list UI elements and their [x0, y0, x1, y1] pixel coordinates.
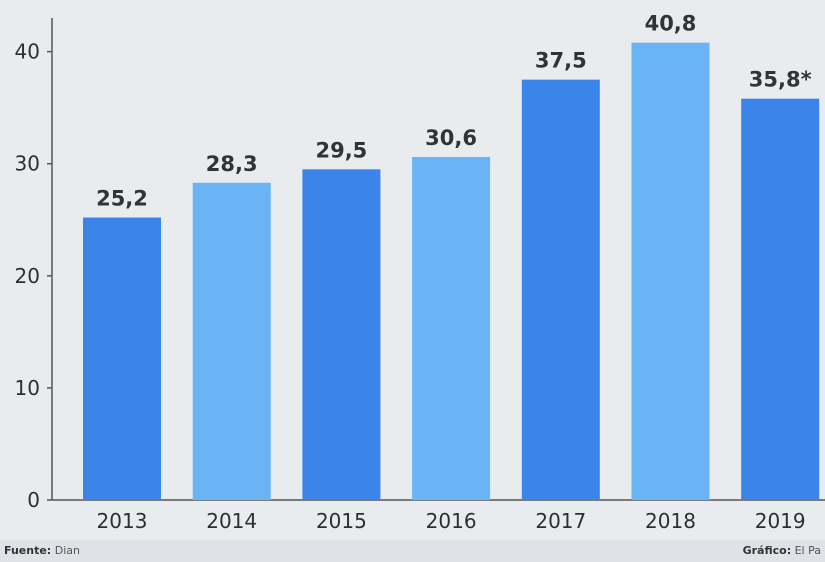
- bar-2017: [521, 79, 600, 501]
- credit-label: Gráfico:: [742, 544, 792, 557]
- y-tick-label: 40: [15, 40, 40, 64]
- x-tick-label-2016: 2016: [426, 509, 477, 533]
- x-axis-labels: 2013 2014 2015 2016 2017 2018 2019: [97, 509, 806, 533]
- source-note: Fuente: Dian: [4, 544, 80, 557]
- x-tick-label-2015: 2015: [316, 509, 367, 533]
- value-label-2017: 37,5: [535, 49, 587, 73]
- value-labels: 25,2 28,3 29,5 30,6 37,5 40,8 35,8*: [96, 12, 812, 211]
- bar-2019: [741, 98, 820, 501]
- bar-2013: [83, 217, 161, 500]
- bar-2014: [192, 182, 271, 501]
- x-tick-label-2013: 2013: [97, 509, 148, 533]
- x-tick-label-2014: 2014: [206, 509, 257, 533]
- value-label-2016: 30,6: [425, 126, 477, 150]
- x-tick-label-2018: 2018: [645, 509, 696, 533]
- y-tick-label: 30: [15, 152, 40, 176]
- value-label-2018: 40,8: [645, 12, 697, 36]
- y-tick-label: 10: [15, 376, 40, 400]
- value-label-2015: 29,5: [315, 138, 367, 162]
- bar-2015: [302, 169, 381, 501]
- bar-2018: [631, 42, 710, 501]
- value-label-2013: 25,2: [96, 187, 148, 211]
- footer: Fuente: Dian Gráfico: El Pa: [0, 540, 825, 562]
- y-tick-label: 20: [15, 264, 40, 288]
- credit-note: Gráfico: El Pa: [743, 544, 821, 557]
- source-label: Fuente:: [4, 544, 52, 557]
- x-tick-label-2019: 2019: [755, 509, 806, 533]
- bar-2016: [412, 156, 491, 500]
- value-label-2019: 35,8*: [749, 68, 812, 92]
- bars: [83, 42, 820, 501]
- x-tick-label-2017: 2017: [535, 509, 586, 533]
- credit-value: El Pa: [794, 544, 821, 557]
- y-tick-label: 0: [27, 488, 40, 512]
- y-axis-ticks: 0 10 20 30 40: [15, 40, 52, 512]
- value-label-2014: 28,3: [206, 152, 258, 176]
- source-value: Dian: [54, 544, 80, 557]
